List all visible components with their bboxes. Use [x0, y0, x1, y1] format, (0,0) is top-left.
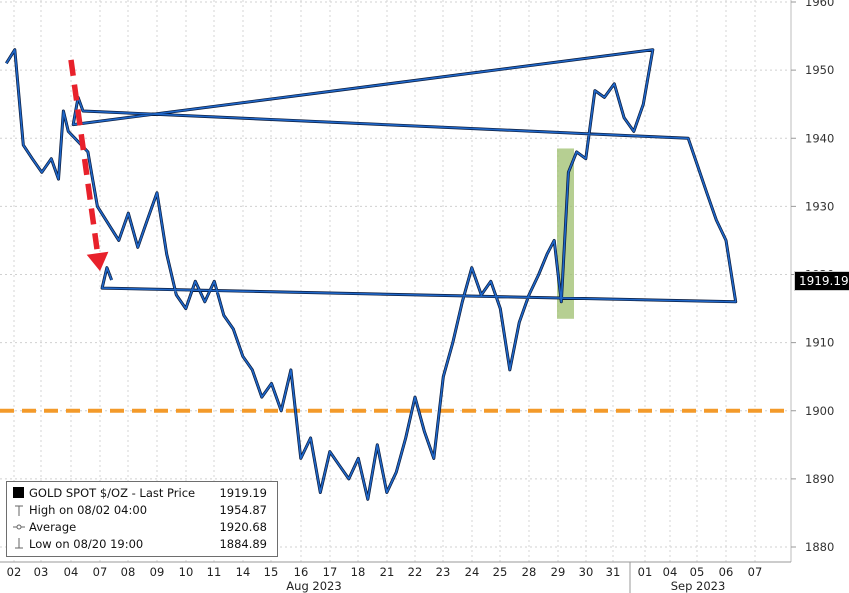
y-tick-label: 1950: [805, 63, 834, 77]
x-axis: 02 03 04 07 08 09 10 11 14 15 16 17 18 21 22 23 24 25 28 29…: [0, 561, 791, 593]
x-tick-label: 31: [606, 565, 621, 579]
x-tick-label: 04: [64, 565, 79, 579]
average-marker-icon: [13, 521, 25, 533]
y-tick-label: 1940: [805, 131, 834, 145]
high-marker-icon: [13, 504, 25, 516]
legend-average-label: Average: [29, 520, 77, 534]
x-tick-label: 18: [351, 565, 366, 579]
x-tick-label: 23: [436, 565, 451, 579]
month-label-sep: Sep 2023: [671, 579, 726, 593]
price-line-series: [5, 48, 737, 501]
x-tick-label: 21: [380, 565, 395, 579]
trend-arrow-shaft: [68, 59, 101, 254]
x-tick-label: 06: [719, 565, 734, 579]
chart-legend: GOLD SPOT $/OZ - Last Price 1919.19 High…: [6, 481, 278, 557]
trend-arrow-head: [86, 251, 109, 272]
x-tick-label: 25: [493, 565, 508, 579]
x-tick-label: 11: [207, 565, 222, 579]
legend-low-row: Low on 08/20 19:00 1884.89: [7, 536, 277, 552]
y-tick-label: 1960: [805, 0, 834, 9]
x-tick-label: 03: [34, 565, 49, 579]
legend-series-name: GOLD SPOT $/OZ - Last Price: [29, 486, 196, 500]
y-axis: 196019501940193019201910190018901880: [790, 0, 834, 562]
legend-average-value: 1920.68: [219, 520, 267, 534]
x-tick-label: 02: [7, 565, 22, 579]
month-label-aug: Aug 2023: [286, 579, 341, 593]
x-tick-label: 05: [690, 565, 705, 579]
x-tick-label: 22: [408, 565, 423, 579]
x-tick-label: 15: [264, 565, 279, 579]
x-tick-label: 29: [551, 565, 566, 579]
x-tick-label: 07: [93, 565, 108, 579]
x-tick-label: 16: [294, 565, 309, 579]
trend-arrow: [68, 59, 109, 272]
legend-last-price: 1919.19: [219, 486, 267, 500]
low-marker-icon: [13, 538, 25, 550]
price-line: [5, 48, 738, 501]
x-tick-label: 08: [121, 565, 136, 579]
y-tick-label: 1880: [805, 540, 834, 554]
legend-series-row: GOLD SPOT $/OZ - Last Price 1919.19: [7, 485, 277, 501]
x-tick-label: 09: [150, 565, 165, 579]
x-tick-label: 30: [579, 565, 594, 579]
y-tick-label: 1890: [805, 472, 834, 486]
x-tick-label: 04: [663, 565, 678, 579]
x-tick-label: 24: [465, 565, 480, 579]
legend-high-label: High on 08/02 04:00: [29, 503, 148, 517]
legend-high-row: High on 08/02 04:00 1954.87: [7, 502, 277, 518]
y-tick-label: 1900: [805, 404, 834, 418]
legend-high-value: 1954.87: [219, 503, 267, 517]
y-tick-label: 1930: [805, 199, 834, 213]
legend-average-row: Average 1920.68: [7, 519, 277, 535]
x-tick-label: 14: [236, 565, 251, 579]
legend-low-label: Low on 08/20 19:00: [29, 537, 144, 551]
x-tick-label: 28: [522, 565, 537, 579]
last-price-label: 1919.19: [794, 271, 849, 291]
series-swatch-icon: [13, 487, 24, 498]
x-tick-label: 10: [179, 565, 194, 579]
legend-low-value: 1884.89: [219, 537, 267, 551]
x-tick-label: 17: [323, 565, 338, 579]
x-tick-label: 01: [638, 565, 653, 579]
x-tick-label: 07: [748, 565, 763, 579]
y-tick-label: 1910: [805, 336, 834, 350]
